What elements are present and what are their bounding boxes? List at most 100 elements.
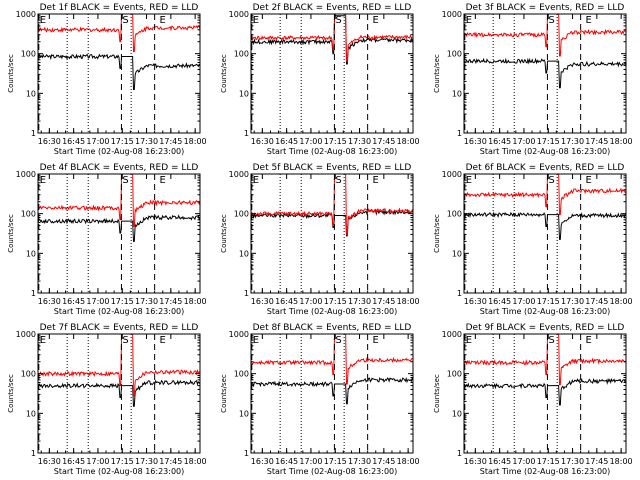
x-tick-label: 16:45 (488, 137, 511, 146)
plot-area (38, 14, 200, 90)
plot-frame (250, 333, 414, 454)
y-tick-label: 1 (457, 449, 462, 458)
chart-panel-6: Det 6f BLACK = Events, RED = LLD E S E 1 10 10… (433, 163, 633, 316)
event-marker-e: E (586, 15, 592, 26)
series-line-lld (251, 334, 413, 385)
x-tick-label: 16:30 (38, 297, 61, 306)
y-tick-label: 100 (447, 370, 462, 379)
x-tick-label: 17:45 (585, 457, 608, 466)
x-tick-label: 17:15 (324, 297, 347, 306)
series-line-lld (38, 334, 200, 397)
chart-title: Det 5f BLACK = Events, RED = LLD (253, 163, 412, 173)
x-tick-label: 18:00 (397, 297, 420, 306)
x-tick-label: 17:15 (111, 297, 134, 306)
plot-area (464, 174, 626, 240)
x-tick-label: 16:45 (275, 297, 298, 306)
event-marker-s: S (548, 335, 554, 346)
series-line-events (464, 57, 626, 89)
y-tick-label: 1000 (16, 10, 36, 19)
series-line-events (38, 379, 200, 407)
chart-panel-8: Det 8f BLACK = Events, RED = LLD E S E 1 10 10… (220, 323, 420, 476)
y-tick-label: 1 (31, 289, 36, 298)
event-marker-s: S (122, 335, 128, 346)
x-tick-label: 16:45 (62, 137, 85, 146)
y-tick-label: 100 (447, 210, 462, 219)
y-tick-label: 10 (239, 409, 249, 418)
series-line-events (464, 211, 626, 240)
y-axis-label: Counts/sec (7, 54, 15, 93)
chart-title: Det 2f BLACK = Events, RED = LLD (253, 3, 412, 13)
plot-frame (37, 13, 201, 134)
x-tick-label: 17:15 (537, 457, 560, 466)
event-marker-s: S (122, 15, 128, 26)
y-axis-label: Counts/sec (220, 214, 228, 253)
y-tick-label: 1 (31, 449, 36, 458)
x-axis-label: Start Time (02-Aug-08 16:23:00) (480, 147, 611, 156)
chart-panel-2: Det 2f BLACK = Events, RED = LLD E S E 1 10 10… (220, 3, 420, 156)
y-tick-label: 1000 (16, 170, 36, 179)
x-axis-label: Start Time (02-Aug-08 16:23:00) (54, 467, 185, 476)
x-tick-label: 17:00 (86, 137, 109, 146)
event-marker-e: E (466, 335, 472, 346)
plot-area (38, 174, 200, 242)
x-tick-label: 17:30 (561, 297, 584, 306)
y-tick-label: 10 (26, 249, 36, 258)
chart-title: Det 7f BLACK = Events, RED = LLD (40, 323, 199, 333)
x-tick-label: 17:45 (585, 297, 608, 306)
x-tick-label: 17:15 (537, 137, 560, 146)
x-tick-label: 17:45 (372, 457, 395, 466)
y-tick-label: 10 (239, 249, 249, 258)
y-axis-label: Counts/sec (220, 54, 228, 93)
event-marker-s: S (335, 335, 341, 346)
event-marker-s: S (122, 175, 128, 186)
x-axis-label: Start Time (02-Aug-08 16:23:00) (267, 467, 398, 476)
x-tick-label: 17:15 (537, 297, 560, 306)
event-marker-e: E (253, 15, 259, 26)
y-axis-label: Counts/sec (433, 54, 441, 93)
event-marker-e: E (586, 175, 592, 186)
plot-frame (250, 173, 414, 294)
x-tick-label: 16:45 (62, 297, 85, 306)
y-tick-label: 10 (26, 409, 36, 418)
x-axis-label: Start Time (02-Aug-08 16:23:00) (480, 467, 611, 476)
y-tick-label: 1000 (442, 170, 462, 179)
x-tick-label: 16:30 (38, 137, 61, 146)
event-marker-e: E (373, 15, 379, 26)
x-tick-label: 17:45 (585, 137, 608, 146)
x-tick-label: 16:45 (488, 297, 511, 306)
y-tick-label: 1 (457, 129, 462, 138)
x-tick-label: 18:00 (397, 137, 420, 146)
x-tick-label: 17:00 (299, 457, 322, 466)
x-tick-label: 17:15 (324, 137, 347, 146)
series-line-lld (464, 174, 626, 216)
y-tick-label: 100 (234, 370, 249, 379)
x-tick-label: 16:30 (464, 297, 487, 306)
x-tick-label: 17:45 (159, 137, 182, 146)
chart-panel-7: Det 7f BLACK = Events, RED = LLD E S E 1 10 10… (7, 323, 207, 476)
plot-area (251, 14, 413, 65)
x-tick-label: 17:15 (111, 137, 134, 146)
y-tick-label: 1000 (442, 330, 462, 339)
series-line-events (464, 377, 626, 406)
series-line-lld (38, 174, 200, 227)
y-tick-label: 100 (21, 210, 36, 219)
event-marker-e: E (160, 175, 166, 186)
plot-frame (37, 333, 201, 454)
y-tick-label: 10 (452, 89, 462, 98)
x-tick-label: 16:30 (251, 457, 274, 466)
event-marker-e: E (40, 335, 46, 346)
x-tick-label: 16:45 (275, 137, 298, 146)
y-tick-label: 1000 (229, 170, 249, 179)
event-marker-s: S (548, 175, 554, 186)
x-tick-label: 18:00 (184, 457, 207, 466)
x-tick-label: 16:30 (464, 457, 487, 466)
y-axis-label: Counts/sec (220, 374, 228, 413)
chart-panel-9: Det 9f BLACK = Events, RED = LLD E S E 1 10 10… (433, 323, 633, 476)
y-tick-label: 10 (452, 409, 462, 418)
chart-title: Det 6f BLACK = Events, RED = LLD (466, 163, 625, 173)
y-tick-label: 100 (234, 50, 249, 59)
chart-panel-1: Det 1f BLACK = Events, RED = LLD E S E 1 10 10… (7, 3, 207, 156)
series-line-lld (38, 14, 200, 53)
plot-frame (463, 13, 627, 134)
